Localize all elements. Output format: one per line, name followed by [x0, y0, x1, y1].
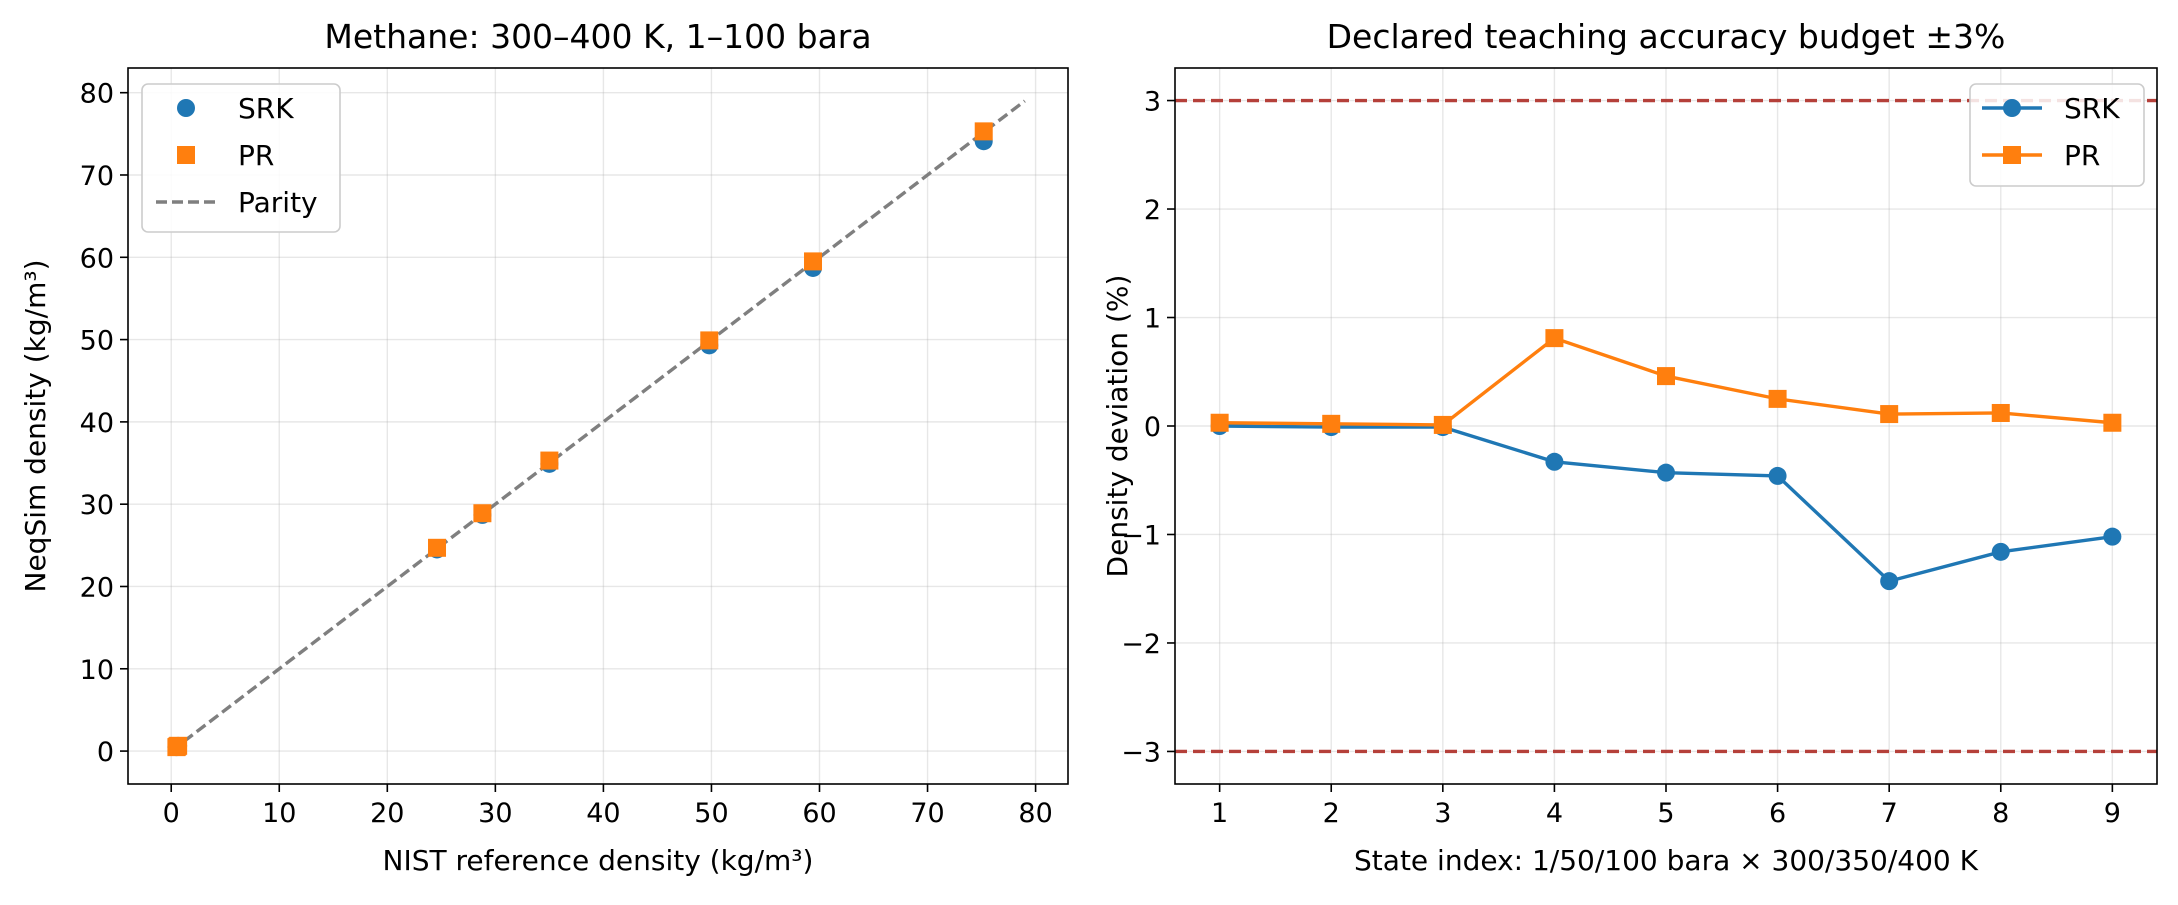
x-tick-label: 80 — [1018, 798, 1052, 829]
parity-plot-markers — [167, 122, 993, 757]
legend-box — [141, 83, 341, 233]
deviation-plot-x-axis-label: State index: 1/50/100 bara × 300/350/400… — [1354, 844, 1979, 877]
legend-marker-pr — [2003, 146, 2021, 164]
parity-plot-y-axis-label: NeqSim density (kg/m³) — [19, 259, 52, 592]
x-tick-label: 2 — [1323, 798, 1340, 829]
x-tick-label: 30 — [478, 798, 512, 829]
parity-plot-x-ticks: 0 10 20 30 40 50 60 70 80 — [163, 784, 1053, 829]
y-tick-label: 1 — [1144, 304, 1161, 335]
parity-plot-frame — [127, 67, 1069, 785]
x-tick-label: 9 — [2104, 798, 2121, 829]
y-tick-label: 80 — [80, 79, 114, 110]
point-pr — [1322, 414, 1341, 433]
legend-label-srk: SRK — [2064, 92, 2120, 125]
y-tick-label: 0 — [1144, 412, 1161, 443]
x-tick-label: 5 — [1657, 798, 1674, 829]
x-tick-label: 50 — [694, 798, 728, 829]
x-tick-label: 4 — [1546, 798, 1563, 829]
point-pr — [1545, 329, 1564, 348]
point-srk — [1768, 466, 1787, 485]
x-tick-label: 3 — [1434, 798, 1451, 829]
y-tick-label: 40 — [80, 408, 114, 439]
x-tick-label: 10 — [262, 798, 296, 829]
deviation-plot-legend: SRK PR — [1969, 83, 2145, 187]
point-pr — [1657, 367, 1675, 386]
x-tick-label: 6 — [1769, 798, 1786, 829]
x-tick-label: 1 — [1211, 798, 1228, 829]
deviation-plot-x-ticks: 1 2 3 4 5 6 7 8 9 — [1211, 784, 2121, 829]
point-pr — [1991, 403, 2010, 422]
point-srk — [2103, 527, 2122, 546]
y-tick-label: 70 — [80, 161, 114, 192]
parity-plot-panel: 0 10 20 30 40 50 60 70 80 0 10 20 30 40 50 60 70 80 Meth… — [19, 17, 1069, 877]
point-pr — [974, 122, 993, 141]
point-srk — [1991, 542, 2010, 561]
parity-plot-lines — [170, 99, 1026, 753]
y-tick-label: 2 — [1144, 195, 1161, 226]
x-tick-label: 20 — [370, 798, 404, 829]
y-tick-label: 20 — [80, 572, 114, 603]
x-tick-label: 8 — [1992, 798, 2009, 829]
point-pr — [1768, 389, 1787, 408]
point-pr — [1210, 413, 1229, 432]
legend-marker-srk — [2003, 99, 2021, 117]
point-pr — [2103, 413, 2122, 432]
point-pr — [167, 738, 186, 757]
parity-plot-grid — [128, 68, 1068, 784]
point-pr — [1433, 415, 1452, 434]
x-tick-label: 0 — [163, 798, 180, 829]
legend-label-srk: SRK — [238, 92, 294, 125]
point-srk — [1880, 572, 1899, 591]
legend-label-parity: Parity — [238, 186, 318, 219]
legend-label-pr: PR — [238, 139, 274, 172]
x-tick-label: 60 — [802, 798, 836, 829]
y-tick-label: −1 — [1121, 520, 1161, 551]
y-tick-label: 3 — [1144, 87, 1161, 118]
legend-marker-pr — [177, 146, 195, 164]
point-pr — [473, 504, 492, 523]
deviation-plot-y-ticks: −3 −2 −1 0 1 2 3 — [1121, 87, 1175, 768]
deviation-plot-panel: 1 2 3 4 5 6 7 8 9 −3 −2 −1 0 1 2 3 Declared teaching a… — [1101, 17, 2158, 877]
parity-plot-legend: SRK PR Parity — [141, 83, 341, 233]
point-srk — [1657, 463, 1675, 482]
legend-marker-srk — [177, 99, 195, 117]
point-pr — [1880, 405, 1899, 424]
parity-line — [170, 99, 1026, 753]
point-pr — [700, 331, 719, 350]
y-tick-label: 10 — [80, 655, 114, 686]
y-tick-label: −3 — [1121, 737, 1161, 768]
deviation-plot-markers — [1210, 329, 2122, 591]
point-srk — [1545, 452, 1564, 471]
deviation-plot-y-axis-label: Density deviation (%) — [1101, 275, 1134, 578]
parity-plot-y-ticks: 0 10 20 30 40 50 60 70 80 — [80, 79, 128, 768]
deviation-plot-title: Declared teaching accuracy budget ±3% — [1327, 17, 2006, 56]
y-tick-label: −2 — [1121, 629, 1161, 660]
x-tick-label: 7 — [1881, 798, 1898, 829]
y-tick-label: 0 — [97, 737, 114, 768]
point-pr — [428, 538, 447, 557]
parity-plot-title: Methane: 300–400 K, 1–100 bara — [324, 17, 871, 56]
y-tick-label: 30 — [80, 490, 114, 521]
y-tick-label: 60 — [80, 243, 114, 274]
y-tick-label: 50 — [80, 326, 114, 357]
parity-plot-x-axis-label: NIST reference density (kg/m³) — [383, 844, 814, 877]
legend-label-pr: PR — [2064, 139, 2100, 172]
x-tick-label: 40 — [586, 798, 620, 829]
point-pr — [804, 252, 823, 271]
point-pr — [540, 451, 559, 470]
x-tick-label: 70 — [910, 798, 944, 829]
